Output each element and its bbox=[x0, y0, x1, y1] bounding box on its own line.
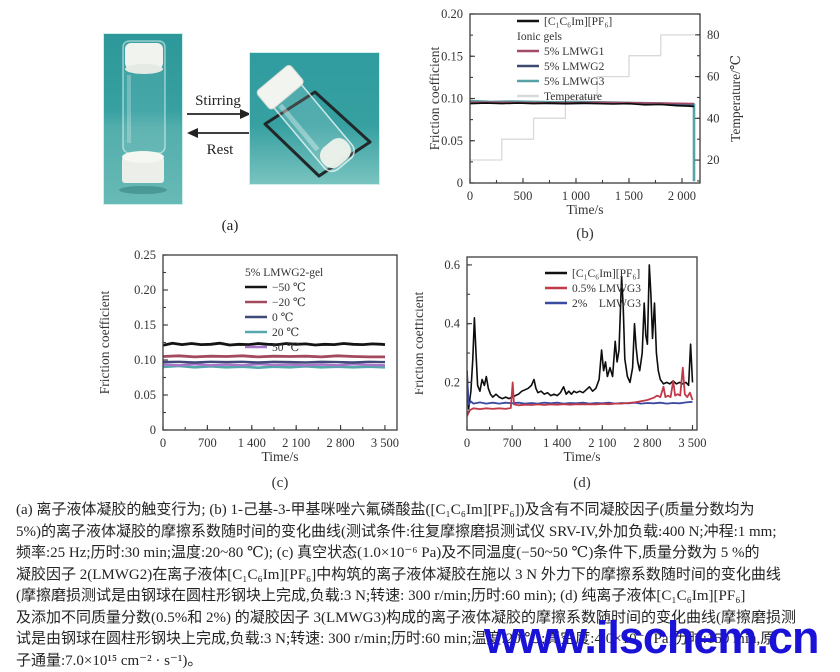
y-axis-label: Friction coefficient bbox=[428, 46, 442, 150]
photo-sol-tilted bbox=[249, 52, 380, 185]
series-line bbox=[163, 364, 385, 365]
legend-label: 0 ℃ bbox=[272, 312, 294, 324]
tick-label: 3 500 bbox=[678, 436, 706, 450]
x-axis-label: Time/s bbox=[566, 202, 603, 217]
tick-label: 0.05 bbox=[441, 134, 463, 148]
series-line bbox=[470, 103, 694, 106]
tick-label: 0 bbox=[457, 176, 463, 190]
legend-label: 20 ℃ bbox=[272, 327, 299, 339]
tick-label: 0 bbox=[467, 189, 473, 203]
tick-label: 500 bbox=[514, 189, 533, 203]
tick-label: 1 500 bbox=[615, 189, 643, 203]
y2-axis-label: Temperature/℃ bbox=[728, 55, 743, 142]
series-line bbox=[163, 356, 385, 357]
tick-label: 700 bbox=[198, 436, 217, 450]
tick-label: 0 bbox=[464, 436, 470, 450]
y-axis-label: Friction coefficient bbox=[98, 290, 112, 394]
legend-title: 5% LMWG2-gel bbox=[245, 267, 323, 279]
panel-label: (b) bbox=[576, 226, 594, 242]
x-axis-label: Time/s bbox=[261, 449, 298, 464]
tick-label: 0.20 bbox=[134, 283, 156, 297]
caption-line: (摩擦磨损测试是由钢球在圆柱形钢块上完成,负载:3 N;转速: 300 r/mi… bbox=[16, 586, 832, 608]
legend-label: 5% LMWG3 bbox=[544, 76, 605, 88]
legend-label: 5% LMWG1 bbox=[544, 46, 605, 58]
caption-line: 5%)的离子液体凝胶的摩擦系数随时间的变化曲线(测试条件:往复摩擦磨损测试仪 S… bbox=[16, 522, 832, 544]
photo-gel-upside-down bbox=[103, 33, 183, 205]
tick-label: 80 bbox=[707, 28, 720, 42]
x-axis-label: Time/s bbox=[563, 449, 600, 464]
series-line bbox=[163, 362, 385, 363]
legend-label: [C₁C₆Im][PF₆] bbox=[544, 16, 612, 28]
legend-label: 0.5% LMWG3 bbox=[572, 283, 641, 295]
chart-d: 0 700 1 400 2 100 2 800 3 500 0.2 0.4 0.6 Time/s F… bbox=[415, 245, 835, 500]
tick-label: 2 100 bbox=[588, 436, 616, 450]
chart-b: 0 500 1 000 1 500 2 000 0 0.05 0.10 0.15 0.20 20 40… bbox=[428, 0, 840, 251]
transition-arrows: Stirring Rest bbox=[186, 88, 252, 160]
tick-label: 0 bbox=[150, 423, 156, 437]
tick-label: 0.05 bbox=[134, 388, 156, 402]
chart-b-plot: 0 500 1 000 1 500 2 000 0 0.05 0.10 0.15 0.20 20 40… bbox=[428, 0, 840, 246]
tick-label: 0.15 bbox=[134, 318, 156, 332]
legend-label: [C₁C₆Im][PF₆] bbox=[572, 268, 640, 280]
tick-label: 1 400 bbox=[238, 436, 266, 450]
legend-label: −50 ℃ bbox=[272, 282, 306, 294]
chart-d-plot: 0 700 1 400 2 100 2 800 3 500 0.2 0.4 0.6 Time/s F… bbox=[415, 245, 835, 495]
rest-label: Rest bbox=[207, 142, 235, 158]
stirring-label: Stirring bbox=[195, 93, 241, 109]
y-axis-label: Friction coefficient bbox=[415, 291, 426, 395]
tick-label: 1 400 bbox=[543, 436, 571, 450]
caption-line: (a) 离子液体凝胶的触变行为; (b) 1-己基-3-甲基咪唑六氟磷酸盐([C… bbox=[16, 500, 832, 522]
panel-label: (d) bbox=[573, 475, 591, 491]
legend-label: Temperature bbox=[544, 91, 602, 103]
tick-label: 0.4 bbox=[444, 317, 460, 331]
series-line bbox=[467, 372, 693, 404]
panel-a-label: (a) bbox=[192, 218, 268, 235]
tick-label: 700 bbox=[503, 436, 522, 450]
tick-label: 2 100 bbox=[282, 436, 310, 450]
tick-label: 0.20 bbox=[441, 7, 463, 21]
series-line bbox=[163, 366, 385, 368]
tick-label: 0.10 bbox=[134, 353, 156, 367]
tick-label: 0.2 bbox=[444, 375, 460, 389]
caption-line: 频率:25 Hz;历时:30 min;温度:20~80 ℃); (c) 真空状态… bbox=[16, 543, 832, 565]
watermark: www.ilschem.cn bbox=[484, 612, 818, 664]
panel-label: (c) bbox=[272, 475, 289, 491]
tick-label: 0.6 bbox=[444, 258, 460, 272]
vial-highlight bbox=[127, 75, 131, 143]
legend-label: 50 ℃ bbox=[272, 342, 299, 354]
cap-shadow bbox=[119, 186, 167, 194]
tick-label: 0 bbox=[160, 436, 166, 450]
series-line bbox=[470, 101, 694, 181]
tick-label: 0.15 bbox=[441, 49, 463, 63]
legend-label: 5% LMWG2 bbox=[544, 61, 605, 73]
chart-c-plot: 0 700 1 400 2 100 2 800 3 500 0 0.05 0.10 0.15 0.2… bbox=[98, 245, 410, 495]
caption-line: 凝胶因子 2(LMWG2)在离子液体[C₁C₆Im][PF₆]中构筑的离子液体凝… bbox=[16, 565, 832, 587]
legend-title: Ionic gels bbox=[517, 31, 563, 43]
tick-label: 60 bbox=[707, 70, 720, 84]
gel-plug-bottom bbox=[125, 64, 163, 74]
tick-label: 20 bbox=[707, 153, 720, 167]
legend-label: 2% LMWG3 bbox=[572, 298, 641, 310]
tick-label: 40 bbox=[707, 111, 720, 125]
tick-label: 2 800 bbox=[633, 436, 661, 450]
vial-cap-top bbox=[122, 151, 164, 163]
tick-label: 2 000 bbox=[668, 189, 696, 203]
legend-label: −20 ℃ bbox=[272, 297, 306, 309]
tick-label: 3 500 bbox=[371, 436, 399, 450]
chart-c: 0 700 1 400 2 100 2 800 3 500 0 0.05 0.10 0.15 0.2… bbox=[98, 245, 410, 500]
tick-label: 1 000 bbox=[562, 189, 590, 203]
tick-label: 2 800 bbox=[326, 436, 354, 450]
tick-label: 0.10 bbox=[441, 92, 463, 106]
left-arrowhead-icon bbox=[187, 128, 198, 138]
tick-label: 0.25 bbox=[134, 248, 156, 262]
